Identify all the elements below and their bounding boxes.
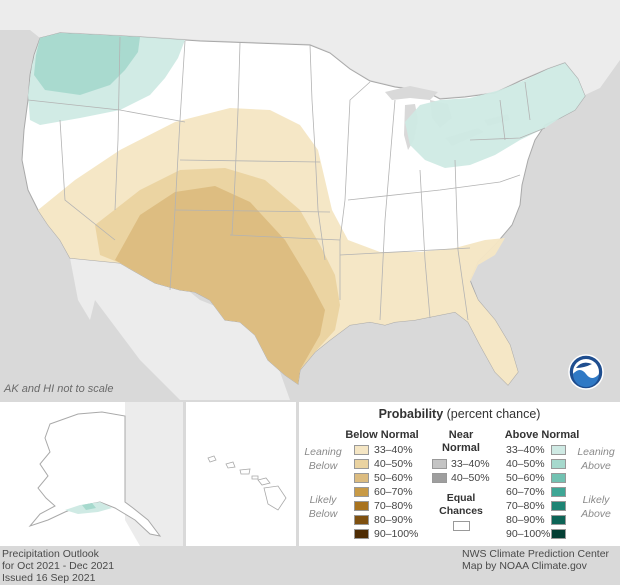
scale-note: AK and HI not to scale — [4, 383, 114, 395]
likely-below-label: Likely Below — [299, 493, 347, 521]
leaning-above-line1: Leaning — [577, 446, 615, 458]
above-swatch-1 — [551, 459, 566, 469]
alaska-inset — [0, 402, 183, 546]
below-swatch-0 — [354, 445, 369, 455]
lake-superior — [385, 86, 438, 100]
above-label-0: 33–40% — [506, 444, 545, 456]
above-40-50-pnw — [34, 33, 140, 95]
above-swatch-0 — [551, 445, 566, 455]
credits: NWS Climate Prediction Center Map by NOA… — [462, 548, 609, 572]
likely-above-line2: Above — [581, 508, 611, 520]
below-swatch-6 — [354, 529, 369, 539]
equal-line1: Equal — [446, 492, 476, 504]
near-label-1: 40–50% — [451, 472, 490, 484]
noaa-logo — [568, 354, 604, 390]
above-label-3: 60–70% — [506, 486, 545, 498]
likely-above-label: Likely Above — [572, 493, 620, 521]
below-swatch-3 — [354, 487, 369, 497]
leaning-above-label: Leaning Above — [572, 445, 620, 473]
credit-cpc: NWS Climate Prediction Center — [462, 548, 610, 560]
below-swatch-4 — [354, 501, 369, 511]
below-label-1: 40–50% — [374, 458, 413, 470]
near-normal-header: Near Normal — [433, 429, 489, 455]
likely-below-line2: Below — [308, 508, 338, 520]
above-label-4: 70–80% — [506, 500, 545, 512]
near-swatch-0 — [432, 459, 447, 469]
below-50-60 — [115, 186, 325, 384]
above-label-5: 80–90% — [506, 514, 545, 526]
outlook-title: Precipitation Outlook — [2, 548, 99, 560]
outlook-period: for Oct 2021 - Dec 2021 — [2, 560, 115, 572]
legend-title-bold: Probability — [378, 407, 444, 421]
below-label-6: 90–100% — [374, 528, 419, 540]
below-label-0: 33–40% — [374, 444, 413, 456]
credit-map: Map by NOAA Climate.gov — [462, 560, 587, 572]
likely-below-line1: Likely — [309, 494, 337, 506]
near-header-line1: Near — [448, 429, 474, 441]
above-swatch-2 — [551, 473, 566, 483]
below-swatch-1 — [354, 459, 369, 469]
hawaii-islands — [207, 455, 287, 511]
below-normal-header: Below Normal — [345, 429, 419, 441]
near-header-line2: Normal — [442, 442, 480, 454]
canada-land — [0, 0, 620, 98]
leaning-below-line2: Below — [308, 460, 338, 472]
legend-title-rest: (percent chance) — [443, 407, 541, 421]
legend-title: Probability (percent chance) — [299, 407, 620, 421]
above-swatch-6 — [551, 529, 566, 539]
alaska-panhandle-shading — [82, 503, 96, 510]
equal-chances-label: Equal Chances — [431, 492, 491, 518]
above-swatch-3 — [551, 487, 566, 497]
near-label-0: 33–40% — [451, 458, 490, 470]
canada-land-inset — [125, 402, 183, 546]
outlook-info: Precipitation Outlook for Oct 2021 - Dec… — [2, 548, 114, 584]
above-normal-header: Above Normal — [504, 429, 580, 441]
hawaii-inset — [186, 402, 296, 546]
leaning-above-line2: Above — [581, 460, 611, 472]
below-label-2: 50–60% — [374, 472, 413, 484]
outlook-issued: Issued 16 Sep 2021 — [2, 572, 96, 584]
conus-map — [0, 0, 620, 400]
leaning-below-line1: Leaning — [304, 446, 342, 458]
state-borders — [27, 36, 546, 321]
mexico-land — [70, 258, 290, 400]
below-swatch-2 — [354, 473, 369, 483]
below-label-3: 60–70% — [374, 486, 413, 498]
above-label-2: 50–60% — [506, 472, 545, 484]
below-swatch-5 — [354, 515, 369, 525]
equal-line2: Chances — [439, 505, 483, 517]
above-swatch-4 — [551, 501, 566, 511]
near-swatch-1 — [432, 473, 447, 483]
legend: Probability (percent chance) Below Norma… — [299, 402, 620, 546]
above-label-1: 40–50% — [506, 458, 545, 470]
above-33-40-northeast — [405, 63, 585, 168]
equal-chances-swatch — [453, 521, 470, 531]
below-label-5: 80–90% — [374, 514, 413, 526]
above-swatch-5 — [551, 515, 566, 525]
above-label-6: 90–100% — [506, 528, 551, 540]
below-label-4: 70–80% — [374, 500, 413, 512]
leaning-below-label: Leaning Below — [299, 445, 347, 473]
likely-above-line1: Likely — [582, 494, 610, 506]
